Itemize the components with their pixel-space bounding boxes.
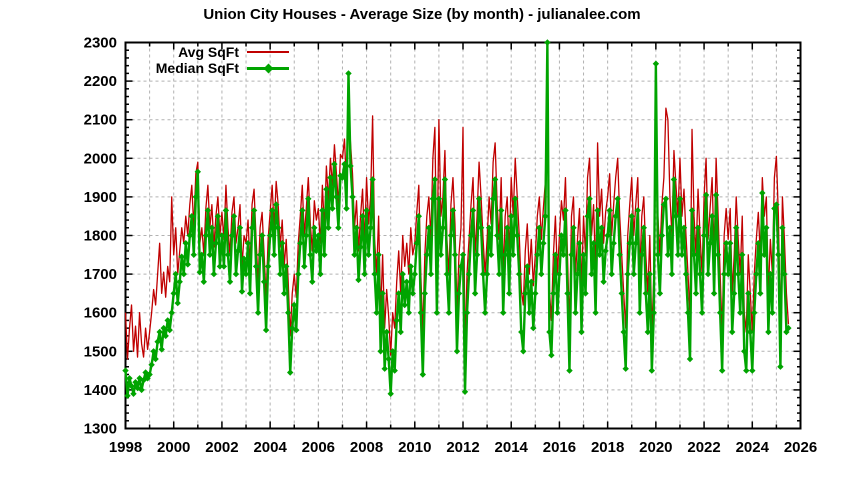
- y-axis-tick-label: 1800: [84, 228, 117, 245]
- legend: Avg SqFt Median SqFt: [117, 44, 289, 76]
- legend-label-median-sqft: Median SqFt: [155, 60, 239, 76]
- x-axis-tick-label: 2022: [687, 439, 720, 456]
- x-axis-tick-label: 2012: [446, 439, 479, 456]
- y-axis-tick-label: 2200: [84, 73, 117, 90]
- x-axis-tick-label: 2018: [591, 439, 624, 456]
- plot-border: [124, 41, 802, 430]
- x-axis-tick-label: 2000: [157, 439, 190, 456]
- x-axis-tick-label: 2026: [784, 439, 817, 456]
- x-axis-tick-label: 2020: [639, 439, 672, 456]
- legend-item-median-sqft: Median SqFt: [117, 60, 289, 76]
- legend-median-line-icon: [247, 60, 289, 76]
- y-axis-tick-label: 1600: [84, 305, 117, 322]
- legend-label-avg-sqft: Avg SqFt: [178, 44, 239, 60]
- legend-item-avg-sqft: Avg SqFt: [117, 44, 289, 60]
- chart-title: Union City Houses - Average Size (by mon…: [203, 6, 641, 23]
- x-axis-tick-label: 2008: [350, 439, 383, 456]
- y-axis-tick-label: 2100: [84, 112, 117, 129]
- x-axis-tick-label: 2006: [302, 439, 335, 456]
- legend-avg-line-icon: [247, 44, 289, 60]
- x-axis-tick-label: 2010: [398, 439, 431, 456]
- y-axis-tick-label: 2000: [84, 150, 117, 167]
- x-axis-tick-label: 2004: [253, 439, 287, 456]
- y-axis-tick-label: 1900: [84, 189, 117, 206]
- y-axis-tick-label: 1700: [84, 266, 117, 283]
- series-median-sqft-line: [124, 41, 790, 397]
- x-axis-tick-label: 2014: [495, 439, 529, 456]
- x-axis-tick-label: 2002: [205, 439, 238, 456]
- y-axis-tick-label: 1300: [84, 421, 117, 438]
- x-axis-tick-label: 2016: [543, 439, 576, 456]
- y-axis-tick-label: 2300: [84, 35, 117, 52]
- x-axis-tick-label: 2024: [736, 439, 770, 456]
- y-axis-tick-label: 1500: [84, 343, 117, 360]
- y-axis-tick-label: 1400: [84, 382, 117, 399]
- x-axis-tick-label: 1998: [109, 439, 142, 456]
